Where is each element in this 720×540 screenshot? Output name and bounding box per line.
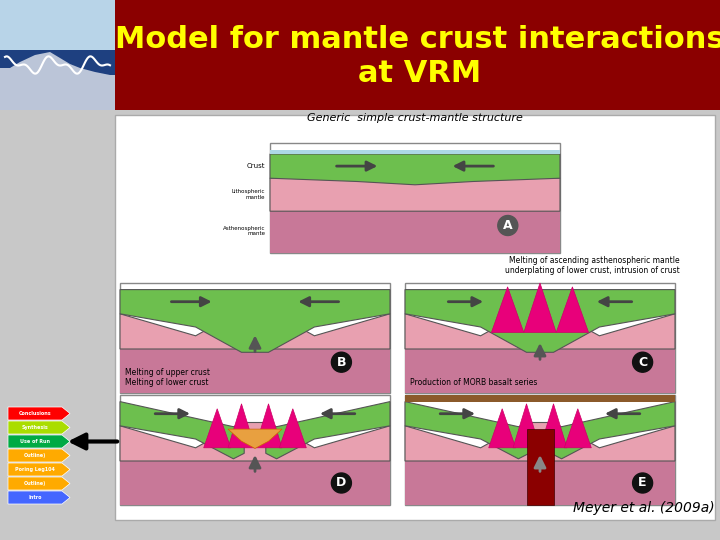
Text: D: D: [336, 476, 346, 489]
Text: Outline): Outline): [24, 453, 46, 458]
Polygon shape: [556, 287, 589, 333]
Polygon shape: [405, 310, 675, 349]
Polygon shape: [405, 422, 675, 461]
Text: Poring Leg104: Poring Leg104: [15, 467, 55, 472]
FancyBboxPatch shape: [405, 395, 675, 505]
FancyBboxPatch shape: [526, 429, 554, 505]
Text: Outline): Outline): [24, 481, 46, 486]
Polygon shape: [513, 404, 540, 448]
Polygon shape: [405, 402, 529, 459]
Text: Intro: Intro: [28, 495, 42, 500]
FancyBboxPatch shape: [0, 0, 720, 110]
FancyBboxPatch shape: [270, 150, 560, 154]
Circle shape: [331, 352, 351, 372]
Polygon shape: [228, 429, 282, 448]
FancyBboxPatch shape: [120, 283, 390, 393]
Text: Melting of upper crust
Melting of lower crust: Melting of upper crust Melting of lower …: [125, 368, 210, 387]
Polygon shape: [489, 409, 516, 448]
Text: Asthenospheric
mante: Asthenospheric mante: [222, 226, 265, 237]
Circle shape: [331, 473, 351, 493]
Text: Use of Run: Use of Run: [20, 439, 50, 444]
Text: Lithospheric
mantle: Lithospheric mantle: [232, 190, 265, 200]
Polygon shape: [540, 404, 567, 448]
Polygon shape: [551, 402, 675, 459]
Polygon shape: [270, 154, 560, 185]
Circle shape: [633, 352, 652, 372]
Polygon shape: [405, 289, 675, 352]
Text: B: B: [337, 356, 346, 369]
FancyArrow shape: [8, 477, 70, 490]
Polygon shape: [120, 310, 390, 349]
Polygon shape: [120, 422, 390, 461]
FancyBboxPatch shape: [405, 283, 675, 393]
Text: Generic  simple crust-mantle structure: Generic simple crust-mantle structure: [307, 113, 523, 123]
FancyArrow shape: [8, 407, 70, 420]
Text: A: A: [503, 219, 513, 232]
FancyBboxPatch shape: [120, 349, 390, 393]
FancyArrow shape: [8, 463, 70, 476]
Text: Melting of ascending asthenospheric mantle
underplating of lower crust, intrusio: Melting of ascending asthenospheric mant…: [505, 255, 680, 275]
FancyBboxPatch shape: [270, 211, 560, 253]
Text: E: E: [639, 476, 647, 489]
FancyBboxPatch shape: [120, 461, 390, 505]
Circle shape: [498, 215, 518, 235]
Polygon shape: [492, 287, 524, 333]
Polygon shape: [204, 409, 230, 448]
FancyBboxPatch shape: [405, 349, 675, 393]
Polygon shape: [0, 0, 115, 50]
FancyBboxPatch shape: [405, 461, 675, 505]
Polygon shape: [255, 404, 282, 448]
FancyBboxPatch shape: [120, 395, 390, 505]
Polygon shape: [0, 52, 115, 110]
Text: Production of MORB basalt series: Production of MORB basalt series: [410, 378, 537, 387]
Polygon shape: [266, 402, 390, 459]
Polygon shape: [120, 402, 244, 459]
Polygon shape: [564, 409, 591, 448]
FancyArrow shape: [8, 449, 70, 462]
Text: at VRM: at VRM: [359, 59, 482, 89]
Polygon shape: [228, 404, 255, 448]
FancyArrow shape: [8, 435, 70, 448]
FancyBboxPatch shape: [405, 395, 675, 402]
Polygon shape: [270, 172, 560, 211]
Polygon shape: [523, 283, 557, 333]
Text: Synthesis: Synthesis: [22, 425, 48, 430]
Polygon shape: [0, 50, 115, 110]
FancyBboxPatch shape: [270, 143, 560, 253]
FancyBboxPatch shape: [115, 115, 715, 520]
Text: Crust: Crust: [246, 163, 265, 169]
Polygon shape: [120, 289, 390, 352]
FancyBboxPatch shape: [0, 0, 115, 110]
Text: Meyer et al. (2009a): Meyer et al. (2009a): [573, 501, 715, 515]
FancyArrow shape: [8, 421, 70, 434]
Polygon shape: [279, 409, 306, 448]
Circle shape: [633, 473, 652, 493]
Text: Model for mantle crust interactions: Model for mantle crust interactions: [115, 25, 720, 55]
FancyArrow shape: [8, 491, 70, 504]
Text: C: C: [638, 356, 647, 369]
Text: Conclusions: Conclusions: [19, 411, 51, 416]
